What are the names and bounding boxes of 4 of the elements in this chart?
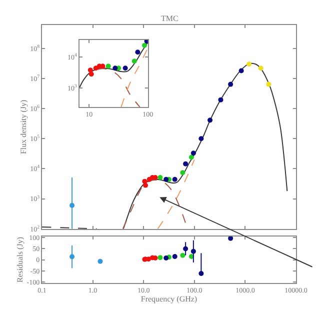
chart-title: TMC (161, 14, 178, 23)
x-axis-title: Frequency (GHz) (140, 294, 198, 304)
y-axis-title: Residuals (Jy) (15, 236, 24, 283)
y-axis-title: Flux density (Jy) (18, 99, 28, 154)
